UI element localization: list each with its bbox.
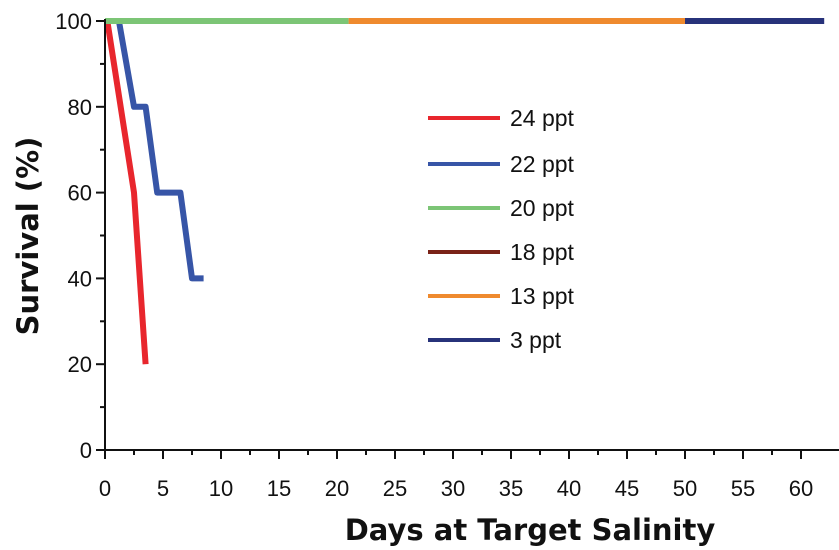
legend-label: 3 ppt xyxy=(510,327,562,353)
legend-label: 13 ppt xyxy=(510,283,575,309)
legend-label: 18 ppt xyxy=(510,239,575,265)
y-tick-label: 100 xyxy=(55,9,92,34)
series-line-24-ppt xyxy=(104,20,149,365)
x-tick-label: 5 xyxy=(157,476,169,501)
x-axis-ticks: 0 5 10 15 20 25 30 35 40 45 50 55 60 xyxy=(99,450,813,501)
y-tick-label: 20 xyxy=(68,352,92,377)
x-tick-label: 30 xyxy=(441,476,465,501)
x-tick-label: 35 xyxy=(499,476,523,501)
legend-label: 24 ppt xyxy=(510,105,575,131)
x-tick-label: 20 xyxy=(325,476,349,501)
x-tick-label: 50 xyxy=(673,476,697,501)
legend-label: 22 ppt xyxy=(510,151,575,177)
y-tick-label: 0 xyxy=(80,438,92,463)
x-tick-label: 0 xyxy=(99,476,111,501)
legend: 24 ppt 22 ppt 20 ppt 18 ppt 13 ppt 3 ppt xyxy=(428,105,575,353)
y-tick-label: 80 xyxy=(68,95,92,120)
y-tick-label: 60 xyxy=(68,181,92,206)
x-axis-title: Days at Target Salinity xyxy=(345,513,716,547)
legend-label: 20 ppt xyxy=(510,195,575,221)
series-line-22-ppt xyxy=(115,20,204,282)
y-axis-title: Survival (%) xyxy=(11,137,45,336)
series-layer xyxy=(104,18,825,365)
y-tick-label: 40 xyxy=(68,266,92,291)
x-tick-label: 45 xyxy=(615,476,639,501)
x-tick-label: 40 xyxy=(557,476,581,501)
x-tick-label: 55 xyxy=(731,476,755,501)
x-tick-label: 25 xyxy=(383,476,407,501)
x-tick-label: 15 xyxy=(267,476,291,501)
x-tick-label: 10 xyxy=(209,476,233,501)
x-tick-label: 60 xyxy=(789,476,813,501)
y-axis-ticks: 0 20 40 60 80 100 xyxy=(55,9,105,463)
